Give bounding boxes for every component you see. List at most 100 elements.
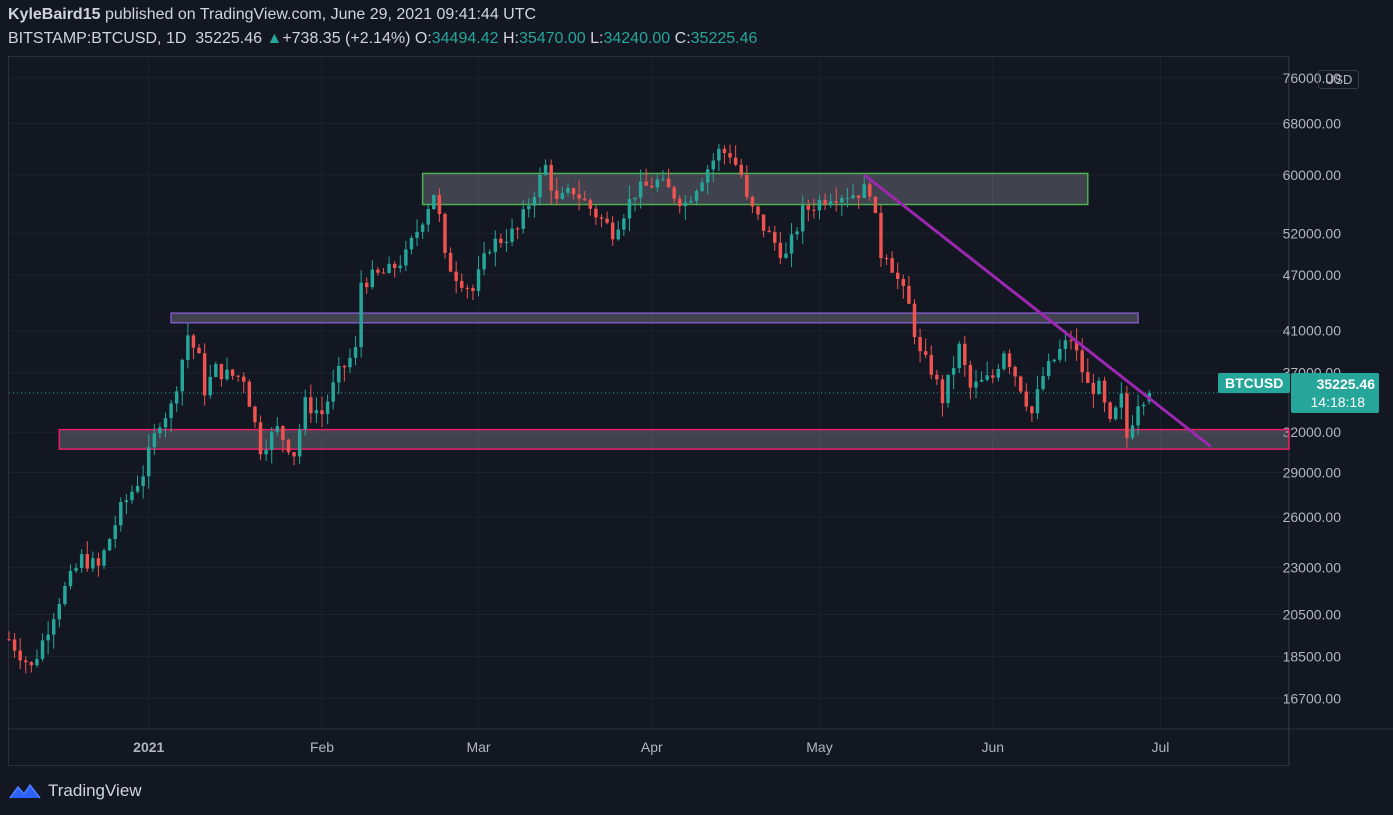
candle-bearish: [85, 554, 89, 569]
price-tick-label: 23000.00: [1283, 559, 1342, 575]
symbol-label[interactable]: BITSTAMP:BTCUSD, 1D: [8, 30, 187, 47]
candle-bullish: [862, 184, 866, 199]
candle-bullish: [353, 347, 358, 358]
price-change: +738.35 (+2.14%): [282, 30, 411, 47]
candle-bearish: [342, 365, 347, 368]
candle-bullish: [1136, 406, 1140, 426]
time-tick-label: Jul: [1151, 739, 1169, 755]
candle-bullish: [689, 200, 693, 203]
candle-bearish: [443, 213, 447, 253]
candle-bearish: [750, 197, 755, 207]
candle-bullish: [633, 197, 637, 200]
candle-bullish: [141, 476, 145, 487]
candle-bearish: [806, 205, 811, 210]
candle-bullish: [840, 198, 844, 203]
candle-bullish: [627, 199, 632, 219]
open-value: 34494.42: [431, 30, 499, 47]
footer: TradingView: [8, 778, 142, 804]
candle-bullish: [79, 554, 84, 568]
candle-bullish: [208, 376, 212, 396]
candle-bearish: [739, 164, 743, 175]
candle-bullish: [476, 269, 481, 291]
candle-bullish: [113, 525, 117, 540]
candle-bullish: [655, 179, 660, 188]
time-tick-label: Mar: [466, 739, 490, 755]
candle-bullish: [269, 431, 274, 450]
author-name[interactable]: KyleBaird15: [8, 6, 101, 23]
candle-bearish: [823, 199, 827, 205]
candle-bullish: [979, 379, 984, 382]
candle-bullish: [784, 253, 788, 258]
candle-bearish: [29, 662, 34, 666]
candle-bullish: [661, 178, 665, 180]
candle-bullish: [169, 403, 173, 419]
candle-bullish: [359, 282, 363, 348]
high-label: H:: [502, 30, 519, 47]
candle-bearish: [918, 337, 922, 352]
candle-bearish: [1086, 372, 1090, 383]
price-tick-label: 68000.00: [1283, 116, 1342, 132]
candle-bullish: [543, 164, 548, 175]
candle-bearish: [309, 397, 313, 414]
candle-bullish: [694, 190, 699, 201]
candle-bullish: [510, 228, 514, 242]
candle-bearish: [219, 364, 224, 380]
candle-bearish: [767, 230, 771, 233]
candle-bearish: [605, 218, 609, 223]
candle-bearish: [672, 187, 676, 199]
price-tick-label: 47000.00: [1283, 267, 1342, 283]
candle-bearish: [1102, 380, 1107, 403]
candle-bearish: [963, 343, 967, 365]
candle-bullish: [504, 241, 509, 244]
candle-bearish: [571, 188, 576, 195]
price-tick-label: 41000.00: [1283, 323, 1342, 339]
candle-bearish: [24, 660, 28, 663]
price-tick-label: 60000.00: [1283, 167, 1342, 183]
candle-bearish: [1030, 406, 1034, 414]
candle-bearish: [1018, 376, 1023, 392]
candle-bullish: [683, 202, 688, 207]
currency-badge[interactable]: USD: [1318, 70, 1360, 89]
candle-bearish: [18, 650, 22, 661]
candle-bullish: [946, 374, 950, 404]
candle-bearish: [364, 282, 369, 288]
candle-bearish: [258, 422, 263, 455]
candle-bullish: [711, 160, 716, 170]
candle-bullish: [303, 397, 307, 430]
candle-bearish: [7, 639, 11, 641]
symbol-price-tag: BTCUSD: [1218, 373, 1291, 393]
candle-bullish: [1097, 380, 1101, 395]
candle-bullish: [415, 231, 419, 238]
candle-bullish: [124, 500, 129, 503]
tradingview-logo-icon[interactable]: [8, 782, 42, 800]
current-price-tag: 35225.46 14:18:18: [1291, 373, 1379, 413]
mid-zone: [170, 312, 1139, 324]
candle-bullish: [348, 357, 352, 368]
candle-bullish: [700, 182, 704, 191]
candle-bearish: [437, 195, 442, 214]
candle-bullish: [420, 224, 425, 232]
candle-bearish: [923, 351, 928, 355]
candle-bullish: [1035, 389, 1040, 414]
candle-bearish: [582, 198, 587, 201]
candle-bearish: [376, 269, 380, 273]
candle-countdown: 14:18:18: [1310, 394, 1366, 410]
candle-bullish: [717, 148, 721, 161]
open-label: O:: [414, 30, 432, 47]
candle-bullish: [957, 343, 961, 369]
candle-bullish: [1063, 340, 1068, 349]
candle-bearish: [856, 195, 861, 199]
candle-bullish: [1130, 425, 1135, 438]
candle-bearish: [191, 335, 196, 348]
candle-bearish: [761, 214, 766, 231]
candle-bullish: [828, 201, 833, 205]
last-price: 35225.46: [195, 30, 263, 47]
price-tick-label: 26000.00: [1283, 509, 1342, 525]
candle-bullish: [951, 368, 956, 375]
candle-bullish: [275, 426, 280, 432]
candle-bullish: [314, 410, 319, 414]
brand-name[interactable]: TradingView: [48, 781, 142, 800]
candle-bearish: [247, 381, 252, 407]
low-value: 34240.00: [603, 30, 671, 47]
